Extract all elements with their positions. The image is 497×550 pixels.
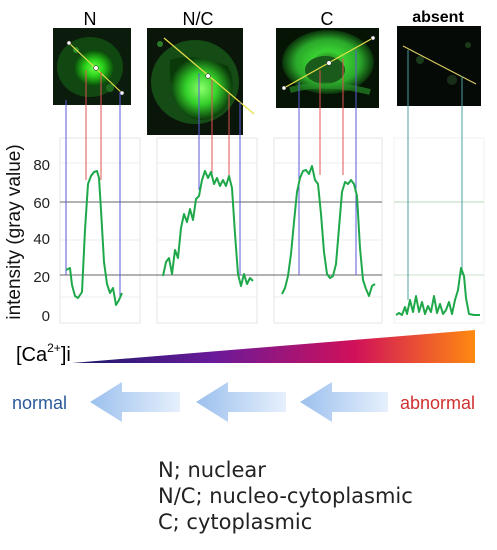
micrograph-c: [276, 28, 379, 108]
panel-title-absent: absent: [412, 9, 464, 26]
y-tick-20: 20: [33, 269, 50, 286]
normal-label: normal: [12, 393, 67, 413]
plot-panel-nc: [156, 137, 258, 324]
probe-point-n-end: [119, 90, 125, 96]
plot-panel-n: [59, 137, 141, 324]
panel-title-nc: N/C: [183, 9, 214, 29]
plot-panels: [59, 137, 485, 324]
abbreviation-legend: N; nuclear N/C; nucleo-cytoplasmic C; cy…: [158, 457, 413, 535]
micrograph-n: [53, 28, 131, 105]
arrow-left-2: [196, 382, 286, 422]
trace-n: [65, 170, 123, 306]
trace-c: [281, 165, 376, 297]
probe-point-c-start: [281, 85, 287, 91]
arrow-left-1: [90, 382, 180, 422]
y-tick-60: 60: [33, 195, 50, 212]
probe-point-n-mid: [93, 65, 99, 71]
legend-item-n: N; nuclear: [158, 458, 266, 482]
trace-nc: [162, 170, 254, 287]
arrow-left-3: [300, 382, 388, 422]
y-tick-0: 0: [42, 308, 50, 325]
y-tick-40: 40: [33, 231, 50, 248]
probe-point-c-end: [370, 35, 376, 41]
probe-point-n-start: [66, 40, 72, 46]
panel-title-n: N: [84, 9, 97, 29]
micrograph-nc: [147, 28, 243, 135]
micrograph-absent: [397, 26, 481, 106]
trace-absent: [395, 267, 480, 316]
plot-panel-c: [273, 137, 383, 324]
abnormal-label: abnormal: [400, 393, 475, 413]
y-tick-80: 80: [33, 157, 50, 174]
y-axis-label: intensity (gray value): [4, 144, 25, 319]
probe-line-absent: [402, 45, 477, 85]
intensity-traces: [65, 165, 480, 316]
probe-point-c-mid: [326, 60, 332, 66]
legend-item-c: C; cytoplasmic: [158, 510, 313, 534]
calcium-label: [Ca2+]i: [16, 341, 71, 366]
calcium-gradient-wedge: [72, 330, 475, 363]
direction-arrows: [90, 382, 388, 422]
panel-title-c: C: [321, 9, 334, 29]
probe-point-nc-mid: [205, 73, 211, 79]
plot-panel-absent: [393, 137, 485, 324]
legend-item-nc: N/C; nucleo-cytoplasmic: [158, 484, 413, 508]
